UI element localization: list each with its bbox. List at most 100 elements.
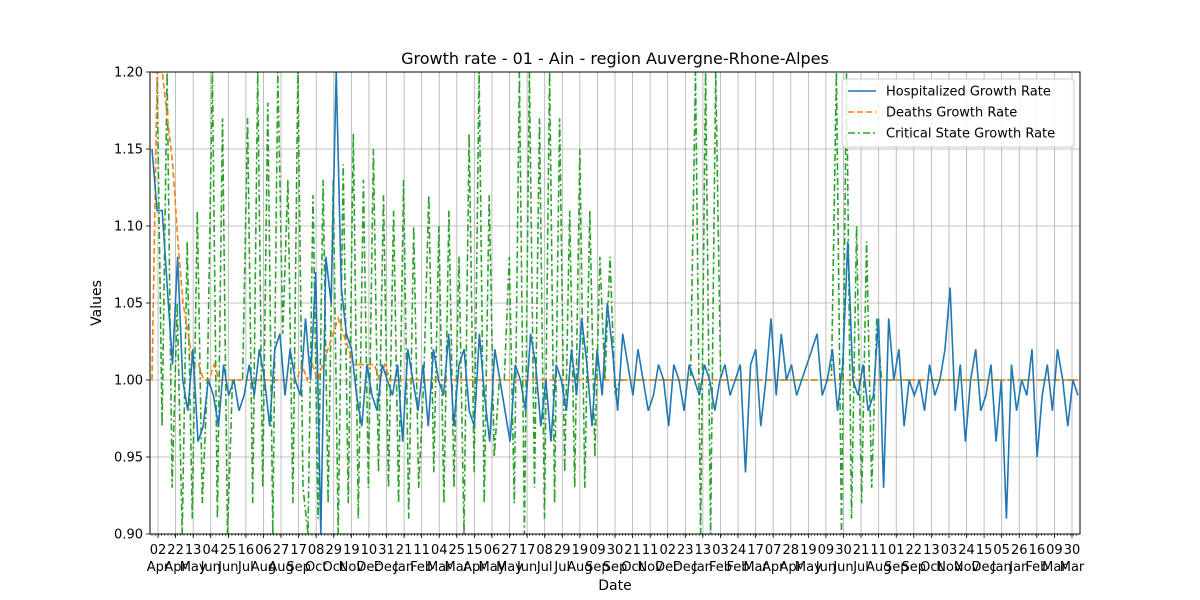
x-tick-day-label: 02 xyxy=(659,543,676,558)
x-tick-day-label: 21 xyxy=(853,543,870,558)
x-tick-day-label: 30 xyxy=(835,543,852,558)
x-tick-month-label: Sep xyxy=(286,560,311,575)
x-tick-day-label: 29 xyxy=(554,543,571,558)
x-tick-day-label: 25 xyxy=(449,543,466,558)
series-line-0 xyxy=(151,72,1079,534)
x-tick-month-label: Mar xyxy=(1060,560,1085,575)
x-tick-month-label: Nov xyxy=(339,560,365,575)
x-axis-label: Date xyxy=(598,578,631,594)
legend-label-1: Deaths Growth Rate xyxy=(886,106,1017,121)
x-tick-day-label: 15 xyxy=(976,543,993,558)
x-tick-day-label: 16 xyxy=(238,543,255,558)
x-tick-month-label: Jun xyxy=(516,560,537,575)
x-tick-month-label: Apr xyxy=(164,560,187,575)
x-tick-day-label: 09 xyxy=(1046,543,1063,558)
x-tick-day-label: 19 xyxy=(572,543,589,558)
x-tick-day-label: 03 xyxy=(712,543,729,558)
x-tick-day-label: 11 xyxy=(870,543,887,558)
y-tick-label: 0.90 xyxy=(114,528,143,543)
x-tick-month-label: Sep xyxy=(585,560,610,575)
x-tick-day-label: 13 xyxy=(923,543,940,558)
x-tick-day-label: 27 xyxy=(501,543,518,558)
x-tick-month-label: Oct xyxy=(305,560,327,575)
x-tick-day-label: 09 xyxy=(589,543,606,558)
x-tick-month-label: Jul xyxy=(237,560,254,575)
x-tick-month-label: May xyxy=(180,560,207,575)
y-tick-label: 1.00 xyxy=(114,374,143,389)
y-tick-label: 1.10 xyxy=(114,220,143,235)
x-tick-month-label: Nov xyxy=(936,560,962,575)
x-tick-month-label: Sep xyxy=(603,560,628,575)
x-tick-day-label: 17 xyxy=(747,543,764,558)
x-tick-month-label: Feb xyxy=(709,560,732,575)
x-tick-month-label: Apr xyxy=(147,560,170,575)
x-tick-month-label: Sep xyxy=(884,560,909,575)
x-tick-day-label: 30 xyxy=(1064,543,1081,558)
x-tick-month-label: Dec xyxy=(655,560,680,575)
x-tick-month-label: Jun xyxy=(832,560,853,575)
x-tick-month-label: Mar xyxy=(427,560,452,575)
legend-box xyxy=(841,78,1075,148)
x-tick-day-label: 01 xyxy=(888,543,905,558)
x-tick-day-label: 13 xyxy=(185,543,202,558)
y-axis-label: Values xyxy=(89,280,105,326)
x-tick-month-label: Dec xyxy=(356,560,381,575)
x-tick-day-label: 11 xyxy=(642,543,659,558)
x-tick-month-label: Feb xyxy=(727,560,750,575)
x-tick-day-label: 19 xyxy=(800,543,817,558)
x-tick-month-label: Jul xyxy=(536,560,553,575)
x-tick-month-label: Jun xyxy=(200,560,221,575)
y-tick-label: 1.05 xyxy=(114,297,143,312)
x-tick-month-label: Sep xyxy=(902,560,927,575)
x-tick-day-label: 09 xyxy=(818,543,835,558)
x-tick-month-label: Dec xyxy=(374,560,399,575)
x-tick-month-label: Jan xyxy=(991,560,1012,575)
x-tick-month-label: Jan xyxy=(1008,560,1029,575)
x-tick-day-label: 04 xyxy=(431,543,448,558)
x-tick-day-label: 08 xyxy=(536,543,553,558)
grid xyxy=(150,71,1080,535)
x-tick-month-label: Apr xyxy=(463,560,486,575)
chart-title: Growth rate - 01 - Ain - region Auvergne… xyxy=(401,49,829,68)
x-tick-month-label: Mar xyxy=(743,560,768,575)
x-tick-day-label: 22 xyxy=(906,543,923,558)
x-tick-month-label: Nov xyxy=(637,560,663,575)
x-axis: 02Apr22Apr13May04Jun25Jun16Jul06Aug27Aug… xyxy=(147,534,1085,575)
x-tick-month-label: Aug xyxy=(268,560,293,575)
x-tick-day-label: 19 xyxy=(343,543,360,558)
x-tick-day-label: 17 xyxy=(290,543,307,558)
x-tick-day-label: 03 xyxy=(941,543,958,558)
x-tick-month-label: Jan xyxy=(692,560,713,575)
x-tick-day-label: 06 xyxy=(484,543,501,558)
x-tick-month-label: Oct xyxy=(920,560,942,575)
x-tick-month-label: Mar xyxy=(445,560,470,575)
x-tick-month-label: Dec xyxy=(972,560,997,575)
x-tick-day-label: 11 xyxy=(413,543,430,558)
x-tick-month-label: May xyxy=(496,560,523,575)
legend-label-0: Hospitalized Growth Rate xyxy=(886,85,1051,100)
y-axis: 0.90 0.95 1.00 1.05 1.10 1.15 1.20 xyxy=(114,66,150,543)
x-tick-day-label: 10 xyxy=(361,543,378,558)
legend-label-2: Critical State Growth Rate xyxy=(886,127,1055,142)
y-tick-label: 1.20 xyxy=(114,66,143,81)
x-tick-day-label: 22 xyxy=(167,543,184,558)
x-tick-day-label: 24 xyxy=(958,543,975,558)
x-tick-day-label: 21 xyxy=(396,543,413,558)
x-tick-day-label: 06 xyxy=(255,543,272,558)
x-tick-month-label: Apr xyxy=(762,560,785,575)
x-tick-day-label: 16 xyxy=(1029,543,1046,558)
y-tick-label: 0.95 xyxy=(114,451,143,466)
legend: Hospitalized Growth Rate Deaths Growth Ra… xyxy=(841,78,1075,148)
x-tick-month-label: Nov xyxy=(954,560,980,575)
x-tick-month-label: Feb xyxy=(410,560,433,575)
x-tick-month-label: Jul xyxy=(553,560,570,575)
x-tick-month-label: Aug xyxy=(251,560,276,575)
x-tick-month-label: May xyxy=(479,560,506,575)
x-tick-month-label: Feb xyxy=(1025,560,1048,575)
x-tick-month-label: Aug xyxy=(866,560,891,575)
x-tick-month-label: Jul xyxy=(852,560,869,575)
y-tick-label: 1.15 xyxy=(114,143,143,158)
x-tick-day-label: 25 xyxy=(220,543,237,558)
x-tick-month-label: May xyxy=(795,560,822,575)
